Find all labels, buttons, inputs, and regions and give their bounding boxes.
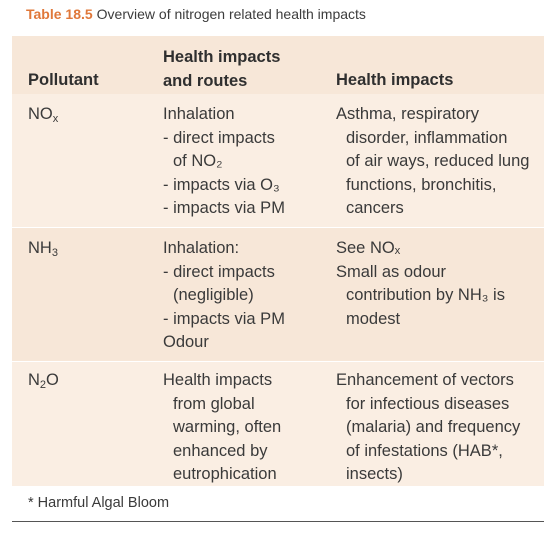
- impacts-line: Enhancement of vectors: [336, 371, 514, 389]
- routes-line: eutrophication: [173, 465, 277, 483]
- routes-line: Health impacts: [163, 371, 273, 389]
- routes-line: (negligible): [173, 286, 254, 304]
- impacts-line: contribution by NH₃ is: [346, 286, 505, 304]
- header-pollutant: Pollutant: [28, 71, 99, 89]
- routes-line: - impacts via PM: [163, 199, 285, 217]
- header-routes-line2: and routes: [163, 71, 248, 90]
- table-header-row: Pollutant Health impacts and routes Heal…: [12, 36, 544, 94]
- impacts-line: cancers: [346, 199, 404, 217]
- routes-line: enhanced by: [173, 441, 268, 460]
- bottom-rule: [12, 521, 544, 522]
- pollutant-cell: NH3: [28, 239, 58, 259]
- table-footnote: * Harmful Algal Bloom: [28, 495, 170, 511]
- table-number: Table 18.5: [26, 6, 93, 22]
- impacts-line: See NOₓ: [336, 239, 401, 257]
- header-routes: Health impacts and routes: [163, 46, 328, 93]
- impacts-cell: Asthma, respiratory disorder, inflammati…: [336, 103, 541, 221]
- table-title: Overview of nitrogen related health impa…: [96, 6, 366, 22]
- table-caption: Table 18.5 Overview of nitrogen related h…: [26, 6, 366, 22]
- impacts-line: for infectious diseases: [346, 394, 510, 413]
- table-row: NH3 Inhalation: - direct impacts (neglig…: [12, 227, 544, 362]
- pollutant-cell: NOx: [28, 105, 59, 125]
- routes-line: Inhalation:: [163, 239, 240, 257]
- impacts-line: insects): [346, 465, 403, 483]
- routes-cell: Inhalation: - direct impacts (negligible…: [163, 237, 328, 355]
- impacts-line: of infestations (HAB*,: [346, 441, 503, 460]
- impacts-line: of air ways, reduced lung: [346, 152, 530, 170]
- routes-cell: Health impacts from global warming, ofte…: [163, 369, 328, 487]
- routes-line: of NO₂: [173, 152, 223, 170]
- header-routes-line1: Health impacts: [163, 48, 281, 66]
- impacts-line: Small as odour: [336, 262, 447, 281]
- impacts-line: disorder, inflammation: [346, 128, 508, 147]
- table-row: NOx Inhalation - direct impacts of NO₂ -…: [12, 94, 544, 227]
- impacts-line: functions, bronchitis,: [346, 175, 497, 194]
- impacts-cell: See NOₓ Small as odour contribution by N…: [336, 237, 541, 331]
- impacts-line: Asthma, respiratory: [336, 105, 480, 123]
- routes-line: Inhalation: [163, 105, 235, 123]
- pollutant-cell: N2O: [28, 371, 59, 391]
- health-impacts-table: Pollutant Health impacts and routes Heal…: [12, 36, 544, 486]
- impacts-cell: Enhancement of vectors for infectious di…: [336, 369, 541, 487]
- routes-line: from global: [173, 394, 255, 413]
- routes-line: - direct impacts: [163, 128, 275, 147]
- routes-line: - impacts via PM: [163, 309, 285, 328]
- routes-line: - impacts via O₃: [163, 175, 280, 194]
- header-impacts: Health impacts: [336, 71, 454, 89]
- routes-line: Odour: [163, 333, 209, 351]
- table-row: N2O Health impacts from global warming, …: [12, 361, 544, 487]
- impacts-line: modest: [346, 309, 401, 328]
- routes-line: warming, often: [173, 418, 282, 436]
- routes-cell: Inhalation - direct impacts of NO₂ - imp…: [163, 103, 328, 221]
- routes-line: - direct impacts: [163, 262, 275, 281]
- impacts-line: (malaria) and frequency: [346, 418, 521, 436]
